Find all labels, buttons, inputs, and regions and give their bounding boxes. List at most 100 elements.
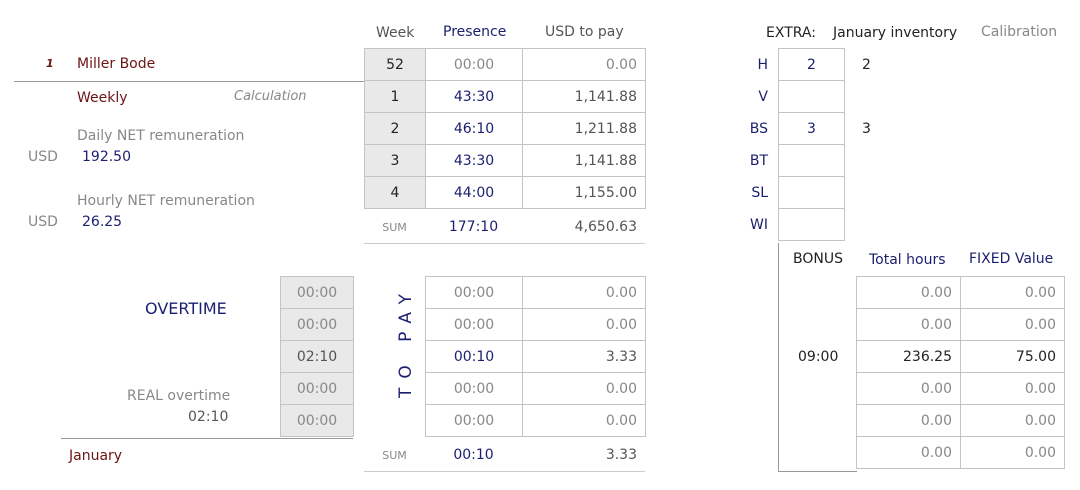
presence-cell[interactable]: 44:00 <box>425 176 523 209</box>
to-pay-time[interactable]: 00:00 <box>425 372 523 405</box>
employee-index: 1 <box>46 57 54 70</box>
fixed-value-cell[interactable]: 0.00 <box>960 372 1065 405</box>
usd-to-pay-header: USD to pay <box>545 24 624 40</box>
presence-cell[interactable]: 46:10 <box>425 112 523 145</box>
usd-cell[interactable]: 1,141.88 <box>522 80 646 113</box>
hourly-net-label: Hourly NET remuneration <box>77 193 255 209</box>
overtime-cell[interactable]: 00:00 <box>280 308 354 341</box>
employee-divider <box>14 81 364 82</box>
to-pay-usd[interactable]: 0.00 <box>522 372 646 405</box>
extra-value[interactable]: 3 <box>778 112 845 145</box>
extra-value[interactable] <box>778 144 845 177</box>
extra-code: BS <box>749 121 768 137</box>
bonus-table: 0.00 0.00 0.00 0.00 236.25 75.00 0.00 0.… <box>856 276 1065 469</box>
total-hours-cell[interactable]: 0.00 <box>856 372 961 405</box>
total-hours-cell[interactable]: 0.00 <box>856 276 961 309</box>
table-row: 00:00 0.00 <box>425 372 646 405</box>
table-row <box>778 144 845 177</box>
table-row: 0.00 0.00 <box>856 436 1065 469</box>
fixed-value-cell[interactable]: 0.00 <box>960 276 1065 309</box>
fixed-value-cell[interactable]: 75.00 <box>960 340 1065 373</box>
table-row: 00:00 <box>280 276 354 309</box>
extra-table: 2 3 <box>778 48 845 241</box>
real-overtime-value: 02:10 <box>188 409 229 425</box>
table-row: SUM 177:10 4,650.63 <box>364 211 645 243</box>
period-type[interactable]: Weekly <box>77 90 128 106</box>
to-pay-usd[interactable]: 0.00 <box>522 276 646 309</box>
week-number[interactable]: 52 <box>364 48 426 81</box>
overtime-cell[interactable]: 02:10 <box>280 340 354 373</box>
to-pay-time[interactable]: 00:00 <box>425 404 523 437</box>
to-pay-usd[interactable]: 0.00 <box>522 308 646 341</box>
usd-cell[interactable]: 1,211.88 <box>522 112 646 145</box>
presence-cell[interactable]: 43:30 <box>425 80 523 113</box>
calibration-column: 2 3 <box>854 49 914 241</box>
to-pay-usd[interactable]: 0.00 <box>522 404 646 437</box>
to-pay-time[interactable]: 00:10 <box>425 340 523 373</box>
calibration-value: 2 <box>862 57 871 73</box>
fixed-value-cell[interactable]: 0.00 <box>960 404 1065 437</box>
table-row: 4 44:00 1,155.00 <box>364 176 646 209</box>
employee-name[interactable]: Miller Bode <box>77 56 156 72</box>
week-header: Week <box>376 25 415 41</box>
overtime-table: 00:00 00:00 02:10 00:00 00:00 <box>280 276 354 437</box>
table-row: SUM 00:10 3.33 <box>364 439 645 471</box>
to-pay-time[interactable]: 00:00 <box>425 276 523 309</box>
sum-usd: 4,650.63 <box>574 219 637 235</box>
overtime-cell[interactable]: 00:00 <box>280 372 354 405</box>
week-number[interactable]: 3 <box>364 144 426 177</box>
presence-cell[interactable]: 00:00 <box>425 48 523 81</box>
real-overtime-label: REAL overtime <box>127 388 231 404</box>
hourly-currency: USD <box>28 214 58 230</box>
week-number[interactable]: 2 <box>364 112 426 145</box>
extra-value[interactable] <box>778 208 845 241</box>
usd-cell[interactable]: 0.00 <box>522 48 646 81</box>
extra-value[interactable]: 2 <box>778 48 845 81</box>
week-number[interactable]: 1 <box>364 80 426 113</box>
total-hours-header: Total hours <box>869 252 946 268</box>
overtime-cell[interactable]: 00:00 <box>280 276 354 309</box>
calibration-value <box>854 81 914 113</box>
table-row <box>778 208 845 241</box>
total-hours-cell[interactable]: 236.25 <box>856 340 961 373</box>
inventory-label: January inventory <box>833 25 958 41</box>
extra-code: SL <box>751 185 768 201</box>
extra-value[interactable] <box>778 80 845 113</box>
total-hours-cell[interactable]: 0.00 <box>856 308 961 341</box>
extra-label: EXTRA: <box>766 25 816 41</box>
total-hours-cell[interactable]: 0.00 <box>856 404 961 437</box>
overtime-cell[interactable]: 00:00 <box>280 404 354 437</box>
to-pay-usd[interactable]: 3.33 <box>522 340 646 373</box>
table-row: 0.00 0.00 <box>856 372 1065 405</box>
sum-time: 00:10 <box>453 447 494 463</box>
table-row: 236.25 75.00 <box>856 340 1065 373</box>
usd-cell[interactable]: 1,155.00 <box>522 176 646 209</box>
calibration-value <box>854 145 914 177</box>
total-hours-cell[interactable]: 0.00 <box>856 436 961 469</box>
to-pay-time[interactable]: 00:00 <box>425 308 523 341</box>
presence-cell[interactable]: 43:30 <box>425 144 523 177</box>
calibration-label: Calibration <box>981 24 1058 40</box>
extra-code: WI <box>750 217 768 233</box>
table-row: 52 00:00 0.00 <box>364 48 646 81</box>
to-pay-label: TO PAY <box>396 284 416 398</box>
fixed-value-cell[interactable]: 0.00 <box>960 436 1065 469</box>
hourly-net-value[interactable]: 26.25 <box>82 214 123 230</box>
table-row: 00:00 0.00 <box>425 276 646 309</box>
fixed-value-cell[interactable]: 0.00 <box>960 308 1065 341</box>
to-pay-sum-underline <box>364 471 645 472</box>
weeks-table: 52 00:00 0.00 1 43:30 1,141.88 2 46:10 1… <box>364 48 646 209</box>
usd-cell[interactable]: 1,141.88 <box>522 144 646 177</box>
daily-net-value[interactable]: 192.50 <box>82 149 131 165</box>
calibration-value <box>854 209 914 241</box>
weeks-sum-row: SUM 177:10 4,650.63 <box>364 211 645 243</box>
daily-net-label: Daily NET remuneration <box>77 128 245 144</box>
table-row: 00:00 0.00 <box>425 308 646 341</box>
bonus-time[interactable]: 09:00 <box>798 349 839 365</box>
extra-value[interactable] <box>778 176 845 209</box>
table-row: 2 46:10 1,211.88 <box>364 112 646 145</box>
week-number[interactable]: 4 <box>364 176 426 209</box>
table-row <box>778 80 845 113</box>
sum-presence: 177:10 <box>448 219 499 235</box>
table-row: 00:10 3.33 <box>425 340 646 373</box>
